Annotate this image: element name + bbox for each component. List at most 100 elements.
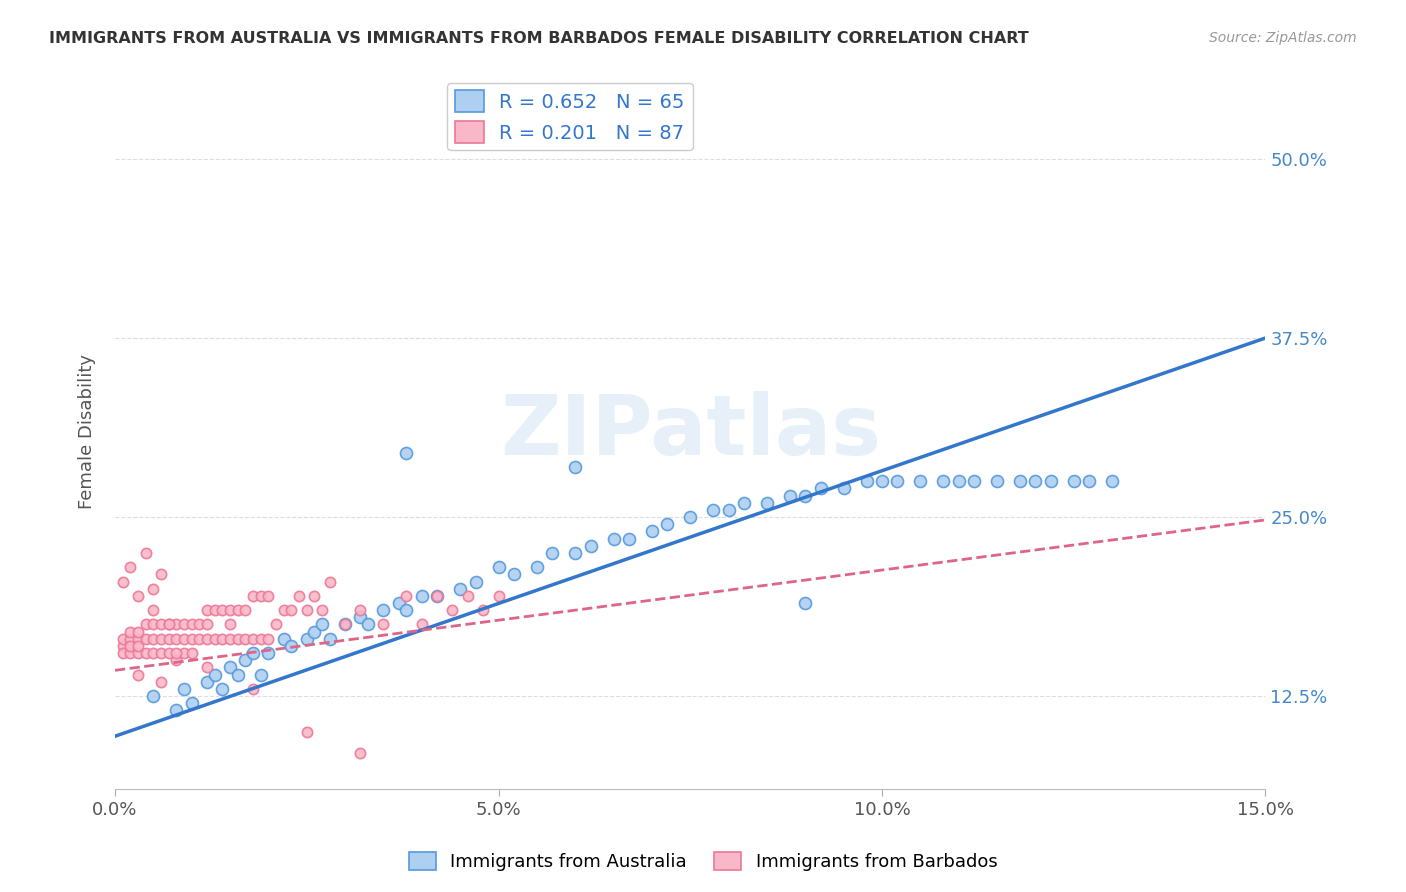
Point — [426, 589, 449, 603]
Point — [226, 632, 249, 646]
Point — [541, 546, 564, 560]
Point — [395, 589, 418, 603]
Point — [717, 503, 740, 517]
Point — [295, 725, 318, 739]
Point — [135, 632, 157, 646]
Point — [127, 632, 149, 646]
Point — [204, 632, 226, 646]
Point — [204, 667, 226, 681]
Point — [349, 747, 371, 761]
Point — [135, 646, 157, 660]
Point — [157, 617, 180, 632]
Point — [242, 646, 264, 660]
Point — [150, 567, 173, 582]
Point — [457, 589, 479, 603]
Point — [702, 503, 724, 517]
Point — [165, 617, 187, 632]
Point — [195, 632, 218, 646]
Point — [242, 589, 264, 603]
Point — [679, 510, 702, 524]
Text: Source: ZipAtlas.com: Source: ZipAtlas.com — [1209, 31, 1357, 45]
Point — [388, 596, 411, 610]
Point — [127, 624, 149, 639]
Point — [249, 667, 271, 681]
Point — [127, 639, 149, 653]
Point — [127, 667, 149, 681]
Point — [142, 582, 165, 596]
Point — [135, 617, 157, 632]
Point — [319, 632, 342, 646]
Point — [150, 674, 173, 689]
Point — [349, 603, 371, 617]
Point — [111, 639, 134, 653]
Point — [188, 632, 211, 646]
Point — [411, 589, 433, 603]
Point — [304, 589, 326, 603]
Point — [295, 632, 318, 646]
Point — [180, 646, 202, 660]
Point — [733, 496, 755, 510]
Point — [986, 474, 1008, 488]
Point — [150, 646, 173, 660]
Point — [564, 459, 586, 474]
Point — [280, 603, 302, 617]
Point — [226, 603, 249, 617]
Point — [157, 632, 180, 646]
Point — [526, 560, 548, 574]
Point — [948, 474, 970, 488]
Point — [832, 482, 855, 496]
Point — [657, 517, 679, 532]
Point — [120, 560, 142, 574]
Point — [855, 474, 877, 488]
Point — [127, 589, 149, 603]
Point — [211, 632, 233, 646]
Point — [235, 632, 257, 646]
Point — [349, 610, 371, 624]
Point — [273, 603, 295, 617]
Point — [120, 624, 142, 639]
Point — [464, 574, 486, 589]
Point — [794, 596, 817, 610]
Point — [449, 582, 471, 596]
Point — [1039, 474, 1062, 488]
Point — [441, 603, 464, 617]
Point — [120, 646, 142, 660]
Point — [641, 524, 664, 539]
Point — [157, 646, 180, 660]
Point — [280, 639, 302, 653]
Point — [180, 696, 202, 710]
Point — [870, 474, 893, 488]
Point — [886, 474, 908, 488]
Point — [226, 667, 249, 681]
Point — [319, 574, 342, 589]
Point — [273, 632, 295, 646]
Point — [173, 617, 195, 632]
Point — [1024, 474, 1046, 488]
Point — [142, 689, 165, 703]
Point — [219, 603, 242, 617]
Point — [180, 617, 202, 632]
Point — [173, 632, 195, 646]
Point — [373, 617, 395, 632]
Point — [111, 632, 134, 646]
Point — [173, 646, 195, 660]
Point — [257, 632, 280, 646]
Text: ZIPatlas: ZIPatlas — [499, 391, 880, 472]
Point — [211, 681, 233, 696]
Point — [932, 474, 955, 488]
Point — [195, 674, 218, 689]
Point — [602, 532, 624, 546]
Point — [564, 546, 586, 560]
Point — [288, 589, 311, 603]
Point — [127, 646, 149, 660]
Point — [333, 617, 356, 632]
Point — [426, 589, 449, 603]
Point — [120, 639, 142, 653]
Point — [794, 489, 817, 503]
Point — [219, 617, 242, 632]
Point — [779, 489, 801, 503]
Point — [111, 574, 134, 589]
Point — [264, 617, 287, 632]
Point — [142, 632, 165, 646]
Point — [165, 703, 187, 717]
